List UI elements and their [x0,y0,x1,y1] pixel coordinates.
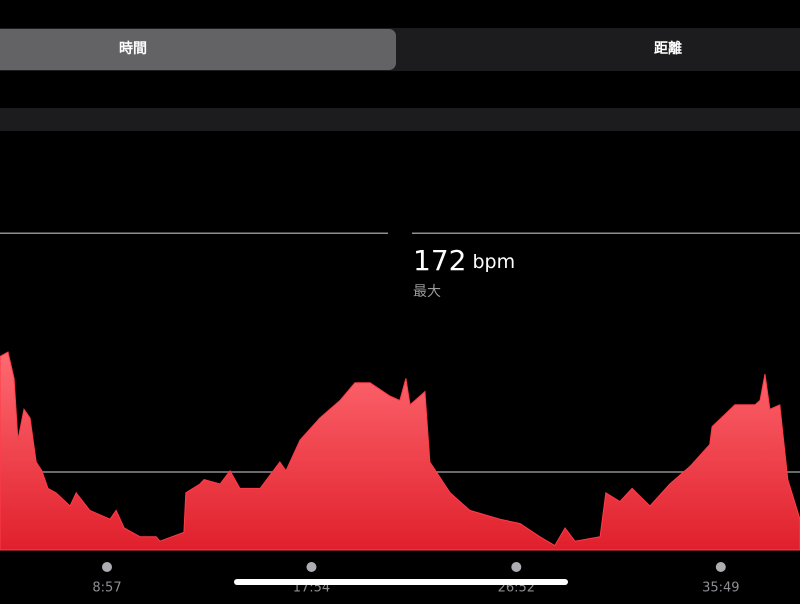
x-tick-dot [511,562,522,572]
x-tick-dot [715,562,726,572]
max-readout: 172 bpm [413,244,515,277]
max-value: 172 [413,244,466,277]
x-tick-label: 35:49 [702,581,739,596]
segment-label[interactable]: 時間 [119,40,147,57]
heart-rate-area [0,351,800,551]
max-unit: bpm [472,251,515,273]
max-label: 最大 [413,284,441,300]
x-tick-dot [306,562,317,572]
x-tick-dot [101,562,112,572]
x-tick-label: 8:57 [92,581,121,596]
home-indicator [234,579,568,585]
segment-label[interactable]: 距離 [654,40,682,57]
selected-segment[interactable] [0,29,396,70]
band [0,108,800,131]
